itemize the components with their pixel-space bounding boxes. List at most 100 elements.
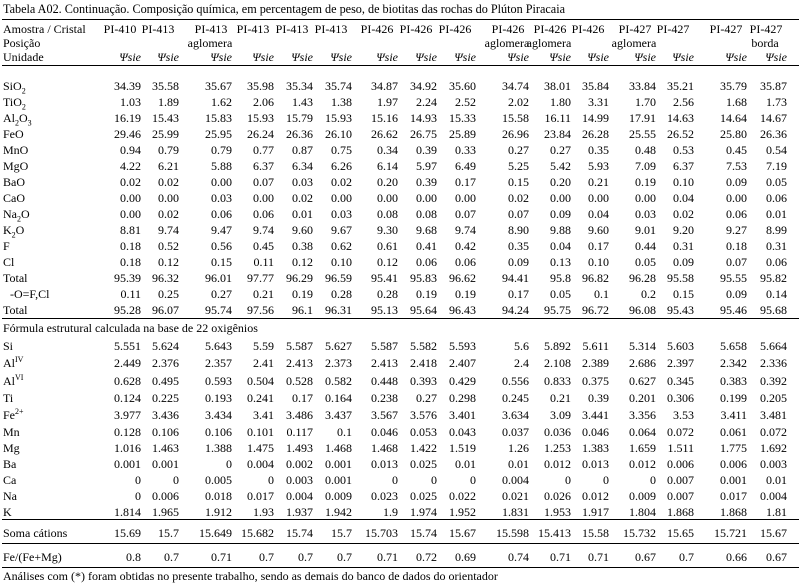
formula-row-value: 0.628 bbox=[114, 374, 141, 388]
column-sample-label: PI-426 bbox=[491, 22, 525, 36]
table-top-rule bbox=[2, 19, 799, 20]
oxide-row-value: 0.21 bbox=[588, 175, 609, 189]
oxide-row-value: 2.06 bbox=[253, 95, 274, 109]
formula-row-value: 0 bbox=[268, 473, 274, 487]
oxide-row-value: 95.13 bbox=[371, 303, 398, 317]
formula-row-value: 0.012 bbox=[582, 489, 609, 503]
formula-row-value: 0 bbox=[392, 473, 398, 487]
column-position-label: aglomera bbox=[611, 36, 657, 50]
column-unit-label: Ψsie bbox=[454, 50, 476, 64]
oxide-row-value: 33.84 bbox=[629, 79, 656, 93]
oxide-row-value: 16.11 bbox=[544, 111, 571, 125]
formula-row-value: 0.064 bbox=[629, 425, 656, 439]
formula-row-value: 0.003 bbox=[760, 457, 787, 471]
formula-row-value: 0 bbox=[173, 473, 179, 487]
formula-row-value: 1.468 bbox=[325, 441, 352, 455]
oxide-row-label: FeO bbox=[3, 127, 24, 141]
formula-row-value: 2.407 bbox=[449, 356, 476, 370]
formula-row-value: 0.205 bbox=[760, 391, 787, 405]
column-unit-label: Ψsie bbox=[634, 50, 656, 64]
formula-row-value: 0.007 bbox=[667, 489, 694, 503]
column-unit-label: Ψsie bbox=[291, 50, 313, 64]
oxide-row-value: 7.19 bbox=[766, 159, 787, 173]
soma-row-value: 15.67 bbox=[449, 526, 476, 540]
formula-row-value: 0.004 bbox=[247, 457, 274, 471]
formula-row-value: 1.974 bbox=[410, 505, 437, 519]
oxide-row-value: 6.34 bbox=[292, 159, 313, 173]
oxide-row-value: 5.25 bbox=[508, 159, 529, 173]
oxide-row-value: 0.12 bbox=[158, 255, 179, 269]
oxide-row-value: 0.00 bbox=[158, 191, 179, 205]
formula-row-value: 0.383 bbox=[720, 374, 747, 388]
formula-row-value: 0.036 bbox=[544, 425, 571, 439]
oxide-row-value: 35.87 bbox=[760, 79, 787, 93]
formula-row-value: 5.593 bbox=[449, 339, 476, 353]
oxide-row-value: 0.12 bbox=[377, 255, 398, 269]
oxide-row-value: 95.75 bbox=[544, 303, 571, 317]
formula-row-value: 0.556 bbox=[502, 374, 529, 388]
formula-row-value: 3.481 bbox=[760, 408, 787, 422]
soma-row-value: 15.65 bbox=[667, 526, 694, 540]
oxide-row-value: 5.88 bbox=[211, 159, 232, 173]
oxide-row-value: 0.38 bbox=[292, 239, 313, 253]
oxide-row-value: 15.93 bbox=[247, 111, 274, 125]
oxide-row-value: 0.02 bbox=[158, 207, 179, 221]
column-unit-label: Ψsie bbox=[549, 50, 571, 64]
oxide-row-value: 0.21 bbox=[253, 287, 274, 301]
oxide-row-label: Cl bbox=[3, 255, 15, 269]
formula-row-value: 0.001 bbox=[325, 473, 352, 487]
oxide-row-value: 9.74 bbox=[455, 223, 476, 237]
formula-row-value: 0.004 bbox=[286, 489, 313, 503]
oxide-row-label: Na2O bbox=[3, 207, 30, 224]
oxide-row-value: 0.79 bbox=[158, 143, 179, 157]
oxide-row-value: 96.72 bbox=[582, 303, 609, 317]
oxide-row-value: 0.09 bbox=[508, 255, 529, 269]
header-position-label: Posição bbox=[3, 36, 41, 50]
formula-row-value: 5.892 bbox=[544, 339, 571, 353]
oxide-row-value: 0.06 bbox=[416, 255, 437, 269]
oxide-row-value: 7.53 bbox=[726, 159, 747, 173]
oxide-row-value: 0.01 bbox=[766, 207, 787, 221]
oxide-row-value: 0.02 bbox=[673, 207, 694, 221]
formula-row-value: 3.436 bbox=[152, 408, 179, 422]
oxide-row-value: 26.62 bbox=[371, 127, 398, 141]
formula-row-value: 3.977 bbox=[114, 408, 141, 422]
oxide-bottom-rule bbox=[2, 318, 799, 319]
oxide-row-value: 0.15 bbox=[673, 287, 694, 301]
oxide-row-value: 9.20 bbox=[673, 223, 694, 237]
oxide-row-value: 0.10 bbox=[588, 255, 609, 269]
oxide-row-value: 0.03 bbox=[331, 207, 352, 221]
formula-row-value: 0.001 bbox=[114, 457, 141, 471]
oxide-row-value: 95.82 bbox=[760, 271, 787, 285]
oxide-row-value: 96.31 bbox=[325, 303, 352, 317]
oxide-row-label: TiO2 bbox=[3, 95, 26, 112]
column-sample-label: PI-427 bbox=[749, 22, 783, 36]
oxide-row-value: 95.28 bbox=[114, 303, 141, 317]
soma-row-value: 15.67 bbox=[760, 526, 787, 540]
formula-row-value: 1.804 bbox=[629, 505, 656, 519]
oxide-row-value: 6.26 bbox=[331, 159, 352, 173]
oxide-row-value: 25.55 bbox=[629, 127, 656, 141]
ratio-row-value: 0.8 bbox=[126, 550, 141, 564]
oxide-row-value: 35.74 bbox=[325, 79, 352, 93]
oxide-row-value: 0.04 bbox=[588, 207, 609, 221]
oxide-row-value: 0.61 bbox=[377, 239, 398, 253]
formula-row-value: 3.486 bbox=[286, 408, 313, 422]
formula-row-value: 0.01 bbox=[508, 457, 529, 471]
formula-row-value: 0.582 bbox=[325, 374, 352, 388]
formula-row-value: 5.664 bbox=[760, 339, 787, 353]
oxide-row-value: 0.08 bbox=[416, 207, 437, 221]
formula-row-value: 0.429 bbox=[449, 374, 476, 388]
formula-row-value: 0.072 bbox=[667, 425, 694, 439]
formula-row-value: 1.519 bbox=[449, 441, 476, 455]
formula-row-value: 2.4 bbox=[514, 356, 529, 370]
ratio-row-value: 0.69 bbox=[455, 550, 476, 564]
oxide-row-value: 0.17 bbox=[588, 239, 609, 253]
oxide-row-value: 0.31 bbox=[673, 239, 694, 253]
oxide-row-value: 14.99 bbox=[582, 111, 609, 125]
formula-row-value: 0.012 bbox=[544, 457, 571, 471]
oxide-row-value: 96.28 bbox=[629, 271, 656, 285]
oxide-row-value: 2.52 bbox=[455, 95, 476, 109]
column-sample-label: PI-427 bbox=[618, 22, 652, 36]
soma-row-value: 15.598 bbox=[496, 526, 529, 540]
